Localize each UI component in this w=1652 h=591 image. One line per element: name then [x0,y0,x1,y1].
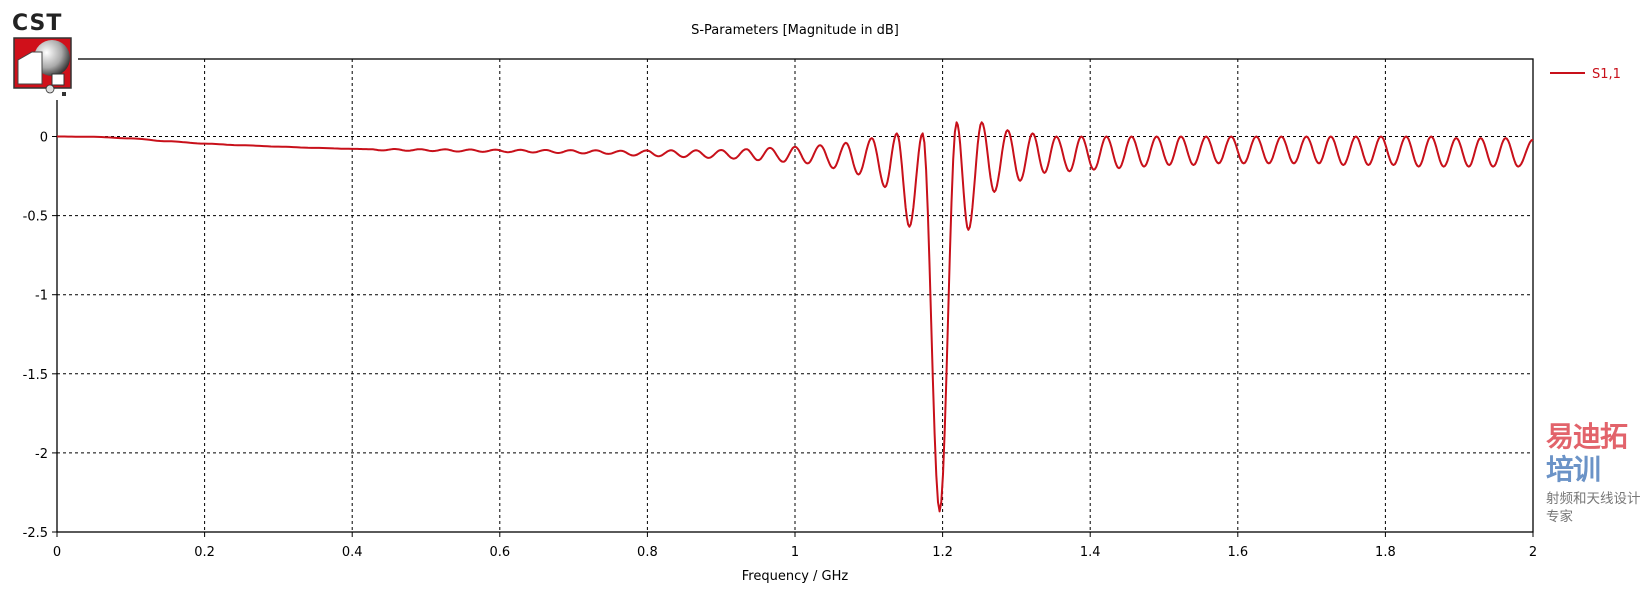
logo-text: CST [12,11,62,36]
y-tick-label: -2.5 [23,526,48,541]
legend-label-s11: S1,1 [1592,67,1621,82]
x-tick-label: 1.6 [1227,545,1248,560]
watermark-brand: 易迪拓 培训 [1546,420,1650,486]
series-line-s11 [57,121,1534,513]
watermark-tagline: 射频和天线设计专家 [1546,491,1641,525]
watermark-brand-red: 易迪拓 [1546,420,1628,453]
x-tick-label: 0.6 [489,545,510,560]
grid-lines [57,59,1533,532]
x-tick-label: 0.8 [637,545,658,560]
axis-ticks: 0 -0.5 -1 -1.5 -2 -2.5 0 0.2 0.4 0.6 0.8 1 1.2 1.4 1.6… [23,131,1538,560]
y-tick-label: -1 [35,289,48,304]
x-tick-label: 1 [791,545,799,560]
y-tick-label: -1.5 [23,368,48,383]
x-tick-label: 1.4 [1080,545,1101,560]
x-axis-label: Frequency / GHz [742,569,849,584]
chart-title: S-Parameters [Magnitude in dB] [691,23,899,38]
x-tick-label: 0.2 [194,545,215,560]
x-tick-label: 2 [1529,545,1537,560]
y-tick-label: -2 [35,447,48,462]
watermark-brand-blue: 培训 [1546,453,1601,486]
cst-logo: CST [8,8,78,100]
x-tick-label: 1.2 [932,545,953,560]
x-tick-label: 1.8 [1375,545,1396,560]
y-tick-label: 0 [40,131,48,146]
x-tick-label: 0 [53,545,61,560]
x-tick-label: 0.4 [342,545,363,560]
legend: S1,1 [1550,67,1621,82]
y-tick-label: -0.5 [23,210,48,225]
watermark: 易迪拓 培训 射频和天线设计专家 [1546,420,1650,526]
